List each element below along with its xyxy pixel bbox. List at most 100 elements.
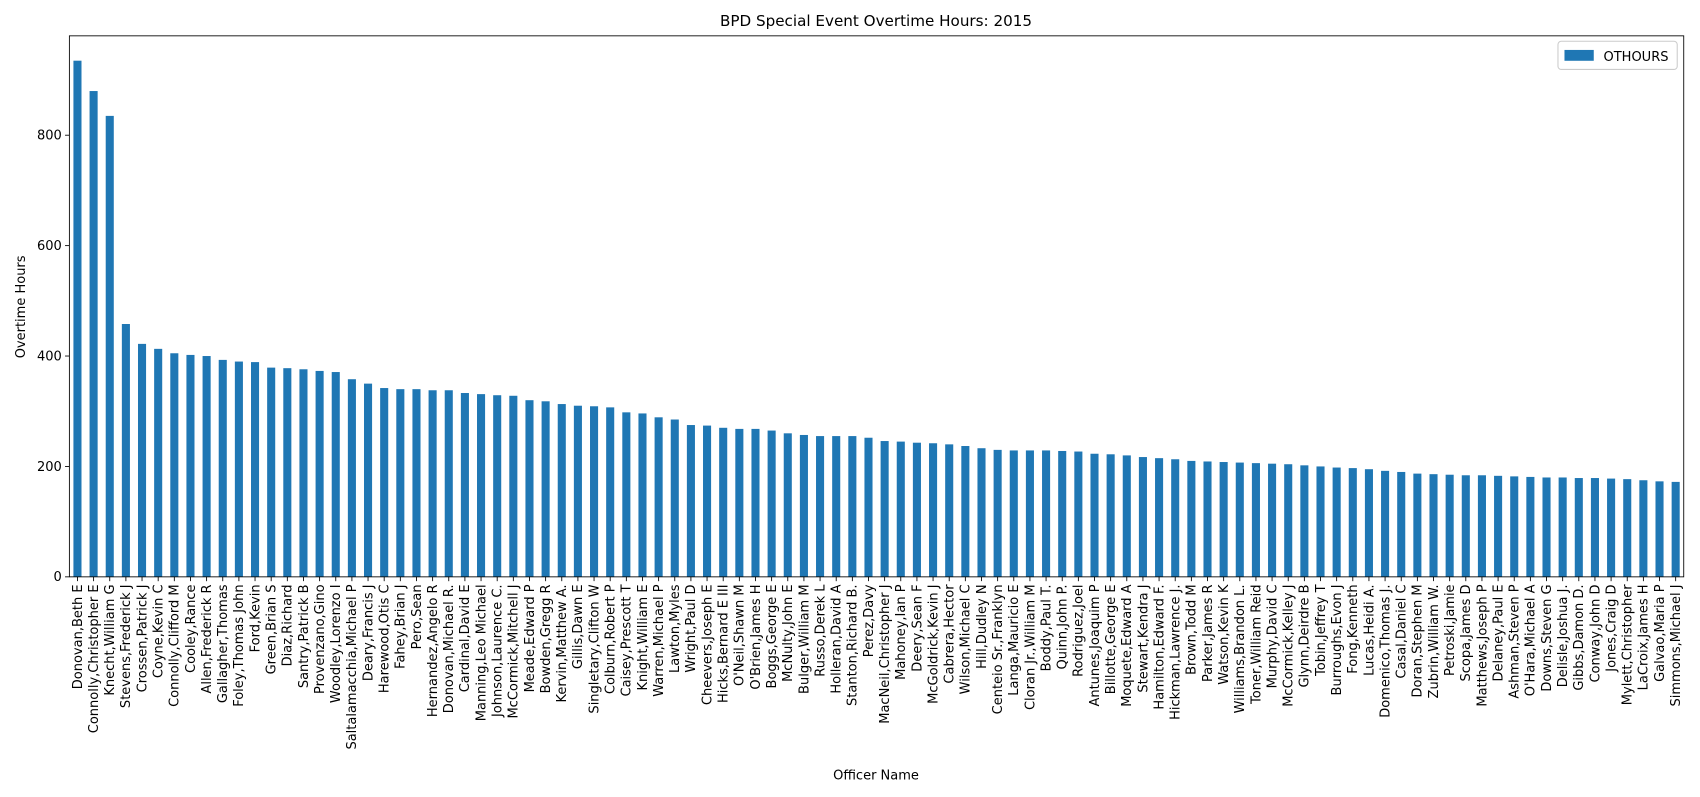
bar xyxy=(1219,462,1228,577)
bar xyxy=(299,369,308,577)
bar xyxy=(1381,470,1390,577)
x-tick-label: Matthews,Joseph P xyxy=(1475,584,1490,706)
x-tick-label: Johnson,Laurence C. xyxy=(491,584,506,718)
x-tick-label: Billotte,George E xyxy=(1104,584,1119,694)
x-tick-label: Moquete,Edward A xyxy=(1120,584,1135,706)
x-tick-label: Donovan,Michael R. xyxy=(442,584,457,713)
bar xyxy=(477,394,486,577)
x-tick-label: LaCroix,James H xyxy=(1637,584,1652,690)
bar xyxy=(1042,450,1051,577)
x-tick-label: Hicks,Bernard E III xyxy=(717,584,732,703)
x-tick-label: Saltalamacchia,Michael P xyxy=(345,584,360,749)
bar xyxy=(654,417,663,577)
bar xyxy=(315,370,324,577)
bar xyxy=(622,412,631,577)
bar xyxy=(1494,475,1503,577)
x-tick-label: Ford,Kevin xyxy=(248,584,263,652)
x-tick-label: Mylett,Christopher xyxy=(1621,584,1636,705)
bar xyxy=(218,359,227,577)
x-tick-label: Domenico,Thomas J. xyxy=(1378,584,1393,717)
x-tick-label: Caisey,Prescott T xyxy=(620,584,635,696)
bar xyxy=(1332,467,1341,577)
bar xyxy=(121,324,130,577)
bar xyxy=(1526,476,1535,577)
y-axis-label: Overtime Hours xyxy=(14,255,29,358)
x-tick-label: Lucas,Heidi A. xyxy=(1362,584,1377,675)
bar xyxy=(444,390,453,577)
x-tick-label: Connolly,Clifford M xyxy=(168,584,183,706)
bar xyxy=(1106,454,1115,577)
x-tick-label: Langa,Mauricio E xyxy=(1007,584,1022,695)
x-tick-label: Simmons,Michael J xyxy=(1669,584,1684,706)
x-tick-label: Boggs,George E xyxy=(765,584,780,688)
bar xyxy=(1477,475,1486,577)
x-tick-label: Harewood,Otis C xyxy=(378,584,393,693)
bar xyxy=(686,425,695,577)
x-tick-label: O'Hara,Michael A xyxy=(1524,584,1539,696)
x-tick-label: Perez,Davy xyxy=(862,584,877,657)
bar xyxy=(912,442,921,577)
x-tick-label: Toner,William Reid xyxy=(1249,584,1264,705)
x-tick-label: Connolly,Christopher E xyxy=(87,584,102,733)
x-tick-label: Hernandez,Angelo R xyxy=(426,584,441,717)
bar xyxy=(638,413,647,577)
bar xyxy=(1655,481,1664,577)
bar xyxy=(606,407,615,577)
chart-title: BPD Special Event Overtime Hours: 2015 xyxy=(720,12,1032,30)
x-tick-label: McCormick,Kelley J xyxy=(1282,584,1297,706)
bar xyxy=(234,361,243,577)
x-tick-label: Stewart,Kendra J xyxy=(1136,584,1151,692)
x-tick-label: Zubrin,William W. xyxy=(1427,584,1442,698)
bar xyxy=(832,436,841,577)
bar xyxy=(1090,453,1099,577)
bar xyxy=(1122,455,1131,577)
x-tick-label: Petroski,Jamie xyxy=(1443,584,1458,676)
bar xyxy=(331,372,340,577)
x-tick-label: Knecht,William G xyxy=(103,584,118,695)
bar xyxy=(347,379,356,577)
x-tick-label: Colburn,Robert P xyxy=(604,584,619,694)
bar xyxy=(1429,474,1438,577)
bar xyxy=(848,436,857,577)
bar xyxy=(929,443,938,577)
bar xyxy=(493,395,502,577)
bar xyxy=(1461,475,1470,577)
bar xyxy=(267,367,276,577)
x-tick-label: Foley,Thomas John xyxy=(232,584,247,706)
bar xyxy=(170,353,179,577)
bar xyxy=(945,444,954,577)
bar xyxy=(864,437,873,577)
x-tick-label: Bulger,William M xyxy=(797,584,812,694)
x-tick-label: Hickman,Lawrence J. xyxy=(1169,584,1184,719)
bar xyxy=(1348,468,1357,577)
x-tick-label: Conway,John D xyxy=(1588,584,1603,682)
bar xyxy=(73,60,82,577)
x-tick-label: Galvao,Maria P xyxy=(1653,584,1668,682)
bar xyxy=(1187,460,1196,577)
x-tick-label: Tobin,Jeffrey T xyxy=(1314,584,1329,677)
x-tick-label: O'Neil,Shawn M xyxy=(733,584,748,686)
x-tick-label: Delisle,Joshua J. xyxy=(1556,584,1571,687)
x-tick-label: Watson,Kevin K xyxy=(1217,584,1232,685)
x-tick-label: Centeio Sr.,Franklyn xyxy=(991,584,1006,714)
x-tick-label: Burroughs,Evon J xyxy=(1330,584,1345,695)
bar xyxy=(396,389,405,577)
bar xyxy=(412,389,421,577)
x-tick-label: McCormick,Mitchell J xyxy=(507,584,522,718)
bar xyxy=(1235,462,1244,577)
x-tick-label: McNulty,John E xyxy=(781,584,796,681)
x-tick-label: Warren,Michael P xyxy=(652,584,667,696)
x-tick-label: Rodriguez,Joel xyxy=(1072,584,1087,676)
legend-label: OTHOURS xyxy=(1604,50,1669,65)
x-tick-label: Knight,William E xyxy=(636,584,651,690)
x-tick-label: O'Brien,James H xyxy=(749,584,764,689)
x-tick-label: Coyne,Kevin C xyxy=(152,584,167,678)
x-tick-label: Donovan,Beth E xyxy=(71,584,86,689)
x-tick-label: Mahoney,Ian P xyxy=(894,584,909,680)
x-tick-label: Delaney,Paul E xyxy=(1491,584,1506,681)
bar xyxy=(1623,479,1632,577)
bar xyxy=(573,405,582,577)
x-tick-label: Cheevers,Joseph E xyxy=(700,584,715,705)
x-tick-label: Quinn,John P. xyxy=(1056,584,1071,669)
